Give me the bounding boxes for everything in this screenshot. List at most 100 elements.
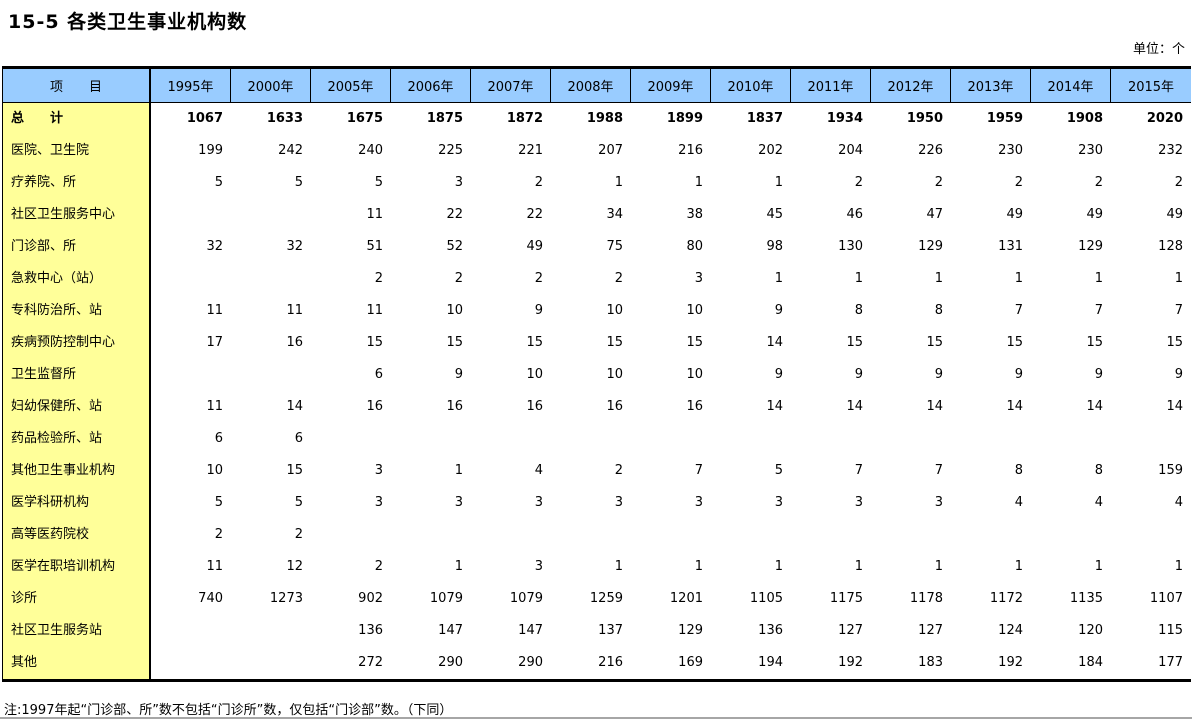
row-label: 卫生监督所 [3, 359, 151, 391]
data-cell: 1178 [871, 583, 951, 615]
data-cell: 2 [231, 519, 311, 551]
unit-label: 单位：个 [1132, 42, 1185, 57]
data-cell: 11 [151, 391, 231, 423]
data-cell: 10 [631, 359, 711, 391]
row-label: 社区卫生服务站 [3, 615, 151, 647]
data-cell: 14 [871, 391, 951, 423]
column-header-year: 2013年 [951, 69, 1031, 102]
data-cell: 2 [551, 263, 631, 295]
data-cell: 124 [951, 615, 1031, 647]
data-cell: 131 [951, 231, 1031, 263]
data-cell: 1 [391, 455, 471, 487]
column-header-year: 2007年 [471, 69, 551, 102]
data-cell: 49 [1111, 199, 1191, 231]
data-cell [791, 423, 871, 455]
data-cell: 9 [471, 295, 551, 327]
data-cell: 204 [791, 135, 871, 167]
data-cell: 3 [471, 487, 551, 519]
data-cell: 1899 [631, 103, 711, 135]
data-cell: 207 [551, 135, 631, 167]
table-row: 诊所 740 1273 902 1079 1079 1259 1201 1105 1175 1178… [3, 583, 1191, 615]
data-cell: 199 [151, 135, 231, 167]
data-cell [151, 263, 231, 295]
data-cell: 1067 [151, 103, 231, 135]
data-cell: 3 [631, 263, 711, 295]
data-cell: 16 [551, 391, 631, 423]
data-cell: 1172 [951, 583, 1031, 615]
data-cell: 242 [231, 135, 311, 167]
data-cell: 232 [1111, 135, 1191, 167]
data-cell: 159 [1111, 455, 1191, 487]
data-cell: 225 [391, 135, 471, 167]
data-cell: 6 [311, 359, 391, 391]
data-cell: 183 [871, 647, 951, 679]
bottom-divider [0, 717, 1192, 719]
data-cell: 16 [311, 391, 391, 423]
table-row: 高等医药院校 2 2 [3, 519, 1191, 551]
data-cell: 3 [871, 487, 951, 519]
data-cell: 16 [631, 391, 711, 423]
column-header-year: 2014年 [1031, 69, 1111, 102]
data-cell: 16 [391, 391, 471, 423]
row-label: 药品检验所、站 [3, 423, 151, 455]
data-cell: 9 [711, 295, 791, 327]
table-row: 妇幼保健所、站 11 14 16 16 16 16 16 14 14 14 14 14 14 [3, 391, 1191, 423]
data-cell [311, 519, 391, 551]
data-cell: 1 [1111, 551, 1191, 583]
data-cell: 15 [311, 327, 391, 359]
data-cell [951, 423, 1031, 455]
data-cell: 1934 [791, 103, 871, 135]
row-label: 医院、卫生院 [3, 135, 151, 167]
data-cell: 202 [711, 135, 791, 167]
data-cell [151, 199, 231, 231]
table-row: 疾病预防控制中心 17 16 15 15 15 15 15 14 15 15 15 15 15 [3, 327, 1191, 359]
data-cell: 15 [791, 327, 871, 359]
row-label: 其他卫生事业机构 [3, 455, 151, 487]
data-cell: 1908 [1031, 103, 1111, 135]
data-cell: 17 [151, 327, 231, 359]
data-cell: 12 [231, 551, 311, 583]
column-header-item: 项 目 [3, 69, 151, 102]
data-cell: 136 [311, 615, 391, 647]
data-cell [871, 519, 951, 551]
data-cell: 8 [1031, 455, 1111, 487]
data-cell: 52 [391, 231, 471, 263]
data-cell: 2 [791, 167, 871, 199]
data-cell: 1 [871, 263, 951, 295]
data-cell: 129 [1031, 231, 1111, 263]
data-cell: 9 [711, 359, 791, 391]
data-cell [711, 423, 791, 455]
data-cell: 129 [631, 615, 711, 647]
data-cell: 129 [871, 231, 951, 263]
data-cell: 15 [471, 327, 551, 359]
data-cell [551, 423, 631, 455]
data-cell [471, 423, 551, 455]
data-cell: 14 [1111, 391, 1191, 423]
data-cell: 226 [871, 135, 951, 167]
data-cell: 15 [551, 327, 631, 359]
data-cell: 216 [551, 647, 631, 679]
health-institutions-table: 项 目 1995年 2000年 2005年 2006年 2007年 2008年 2009年 20… [2, 66, 1191, 682]
data-cell: 14 [711, 327, 791, 359]
data-cell: 1837 [711, 103, 791, 135]
table-row: 疗养院、所 5 5 5 3 2 1 1 1 2 2 2 2 2 [3, 167, 1191, 199]
data-cell: 11 [311, 295, 391, 327]
data-cell: 1107 [1111, 583, 1191, 615]
data-cell: 22 [391, 199, 471, 231]
table-row: 急救中心（站） 2 2 2 2 3 1 1 1 1 1 1 [3, 263, 1191, 295]
data-cell: 290 [391, 647, 471, 679]
data-cell: 216 [631, 135, 711, 167]
data-cell: 1 [871, 551, 951, 583]
data-cell [1111, 519, 1191, 551]
data-cell [631, 519, 711, 551]
data-cell: 8 [951, 455, 1031, 487]
data-cell: 11 [151, 295, 231, 327]
data-cell: 1 [951, 551, 1031, 583]
data-cell: 2 [151, 519, 231, 551]
data-cell [551, 519, 631, 551]
data-cell: 1079 [391, 583, 471, 615]
data-cell: 2 [1031, 167, 1111, 199]
data-cell: 1959 [951, 103, 1031, 135]
data-cell: 1675 [311, 103, 391, 135]
row-label: 其他 [3, 647, 151, 679]
